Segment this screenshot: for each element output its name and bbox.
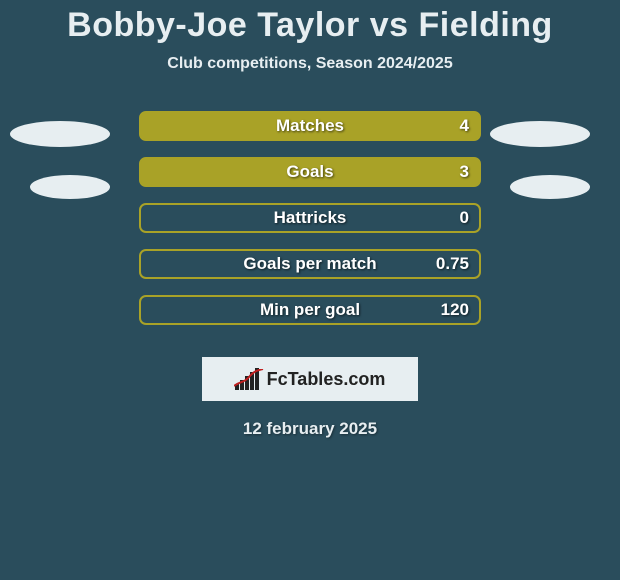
stat-row: Goals3 — [0, 149, 620, 195]
stat-bar-fill — [141, 159, 479, 185]
stat-row: Hattricks0 — [0, 195, 620, 241]
stats-area: Matches4Goals3Hattricks0Goals per match0… — [0, 103, 620, 333]
stat-bar-track: Goals3 — [139, 157, 481, 187]
stat-bar-fill — [141, 113, 479, 139]
stat-bar-track: Matches4 — [139, 111, 481, 141]
stat-label: Min per goal — [141, 300, 479, 320]
stat-label: Goals per match — [141, 254, 479, 274]
stat-bar-track: Goals per match0.75 — [139, 249, 481, 279]
stat-row: Goals per match0.75 — [0, 241, 620, 287]
stat-bar-track: Hattricks0 — [139, 203, 481, 233]
fctables-logo[interactable]: FcTables.com — [202, 357, 418, 401]
stat-row: Matches4 — [0, 103, 620, 149]
stat-value: 120 — [441, 300, 469, 320]
stat-value: 0 — [460, 208, 469, 228]
page-title: Bobby-Joe Taylor vs Fielding — [0, 0, 620, 45]
stat-bar-track: Min per goal120 — [139, 295, 481, 325]
date-text: 12 february 2025 — [0, 419, 620, 439]
stat-value: 0.75 — [436, 254, 469, 274]
logo-text: FcTables.com — [267, 369, 386, 390]
stat-row: Min per goal120 — [0, 287, 620, 333]
logo-inner: FcTables.com — [235, 368, 386, 390]
stat-label: Hattricks — [141, 208, 479, 228]
subtitle: Club competitions, Season 2024/2025 — [0, 55, 620, 73]
logo-bars-icon — [235, 368, 261, 390]
